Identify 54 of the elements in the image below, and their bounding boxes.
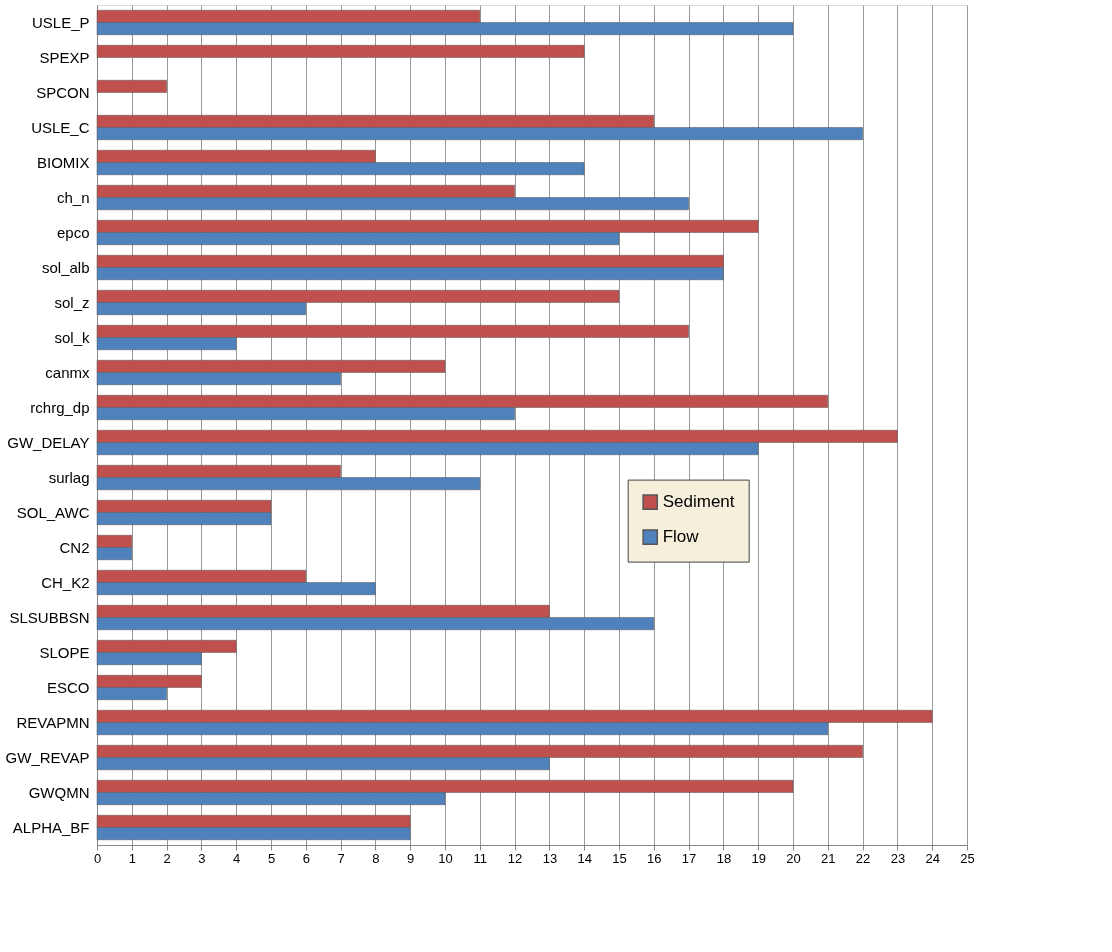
y-tick-label: BIOMIX xyxy=(36,153,90,171)
y-tick-label: SOL_AWC xyxy=(16,503,90,521)
x-tick-label: 19 xyxy=(751,850,766,866)
x-tick-label: 23 xyxy=(890,850,906,866)
y-tick-label: epco xyxy=(56,223,90,241)
x-tick-label: 24 xyxy=(925,850,940,866)
x-tick-label: 6 xyxy=(302,850,310,866)
x-tick-label: 1 xyxy=(128,850,136,866)
bar xyxy=(96,80,167,93)
y-tick-label: CN2 xyxy=(59,538,90,556)
y-tick-label: GW_DELAY xyxy=(7,433,90,451)
x-tick-label: 18 xyxy=(716,850,732,866)
x-tick-label: 2 xyxy=(163,850,171,866)
y-tick-label: SPCON xyxy=(36,83,90,101)
x-tick-label: 7 xyxy=(337,850,345,866)
legend-label: Sediment xyxy=(662,492,735,512)
y-tick-label: canmx xyxy=(45,363,90,381)
x-tick-label: 25 xyxy=(960,850,975,866)
x-tick-label: 14 xyxy=(577,850,592,866)
bar xyxy=(96,45,585,58)
x-tick-label: 13 xyxy=(542,850,558,866)
y-tick-label: USLE_C xyxy=(31,118,90,136)
x-tick-label: 15 xyxy=(612,850,627,866)
y-tick-label: rchrg_dp xyxy=(30,398,90,416)
x-tick-label: 4 xyxy=(233,850,241,866)
x-tick-label: 9 xyxy=(407,850,415,866)
y-tick-label: SLSUBBSN xyxy=(9,608,90,626)
y-tick-label: GW_REVAP xyxy=(5,748,90,766)
y-tick-label: ALPHA_BF xyxy=(12,818,90,836)
x-tick-label: 11 xyxy=(473,850,488,866)
y-tick-label: SPEXP xyxy=(39,48,90,66)
y-tick-label: CH_K2 xyxy=(41,573,90,591)
x-tick-label: 22 xyxy=(855,850,871,866)
legend-label: Flow xyxy=(662,527,700,547)
y-tick-label: USLE_P xyxy=(31,13,90,31)
y-tick-label: REVAPMN xyxy=(16,713,90,731)
y-tick-label: ch_n xyxy=(56,188,90,206)
y-tick-label: sol_alb xyxy=(41,258,90,276)
x-tick-label: 3 xyxy=(198,850,206,866)
x-tick-label: 5 xyxy=(267,850,276,866)
x-tick-label: 12 xyxy=(507,850,523,866)
y-tick-label: GWQMN xyxy=(28,783,90,801)
x-tick-label: 21 xyxy=(821,850,836,866)
x-tick-label: 17 xyxy=(681,850,697,866)
x-tick-label: 0 xyxy=(93,850,102,866)
y-tick-label: sol_k xyxy=(54,328,90,346)
y-tick-label: SLOPE xyxy=(39,643,90,661)
y-tick-label: sol_z xyxy=(54,293,90,311)
y-tick-label: ESCO xyxy=(46,678,90,696)
x-tick-label: 10 xyxy=(438,850,453,866)
x-tick-label: 16 xyxy=(647,850,662,866)
x-tick-label: 20 xyxy=(786,850,801,866)
x-tick-label: 8 xyxy=(372,850,380,866)
y-tick-label: surlag xyxy=(48,468,90,486)
